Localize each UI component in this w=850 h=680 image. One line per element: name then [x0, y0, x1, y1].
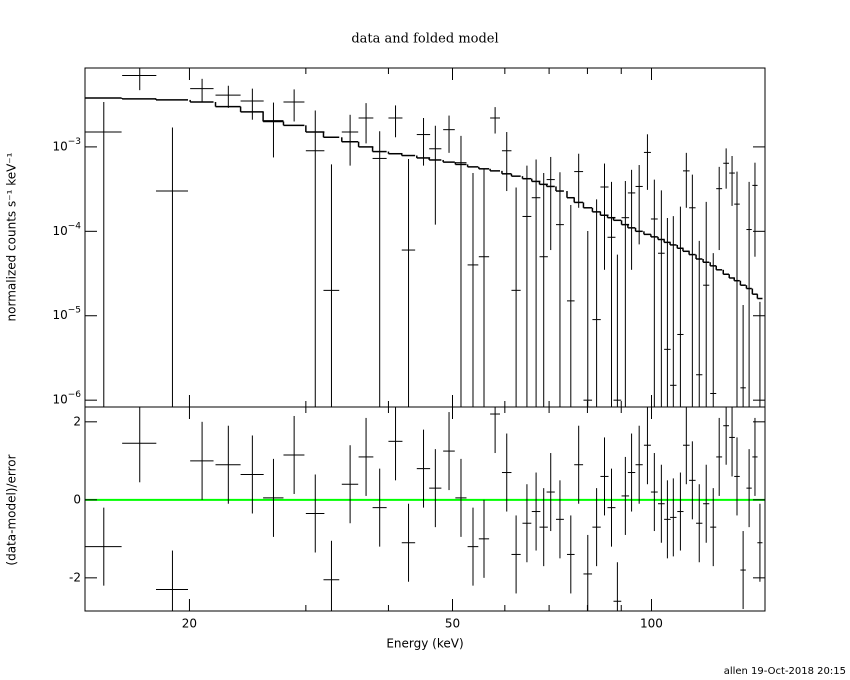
x-tick-label: 20	[182, 617, 197, 631]
axes: 10−610−510−410−320 50 100-202	[52, 67, 766, 631]
x-tick-label: 100	[640, 617, 663, 631]
footer: allen 19-Oct-2018 20:15	[724, 666, 846, 677]
y-tick-label: 0	[73, 492, 81, 506]
x-axis-label: Energy (keV)	[386, 637, 463, 651]
y-axis-label: (data-model)/error	[5, 454, 19, 565]
panel-frame	[84, 406, 766, 612]
spectrum-panel	[85, 68, 763, 407]
y-axis-label: normalized counts s⁻¹ keV⁻¹	[5, 152, 19, 321]
y-tick-label: -2	[69, 570, 81, 584]
plot-title: data and folded model	[351, 32, 498, 47]
x-tick-label: 50	[445, 617, 460, 631]
residual-panel	[85, 407, 765, 611]
y-tick-label: 2	[73, 414, 81, 428]
